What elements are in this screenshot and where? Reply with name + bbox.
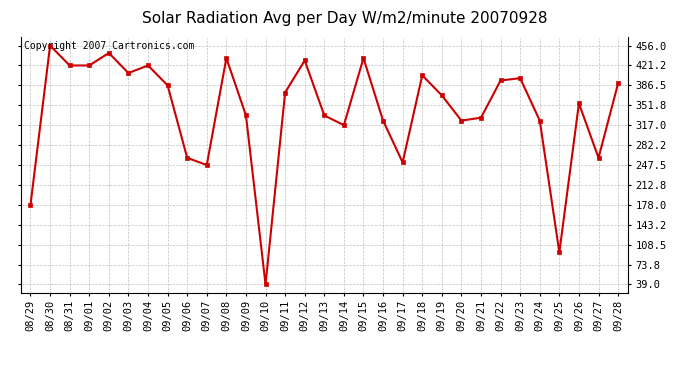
Text: Copyright 2007 Cartronics.com: Copyright 2007 Cartronics.com [23, 41, 194, 51]
Text: Solar Radiation Avg per Day W/m2/minute 20070928: Solar Radiation Avg per Day W/m2/minute … [142, 11, 548, 26]
